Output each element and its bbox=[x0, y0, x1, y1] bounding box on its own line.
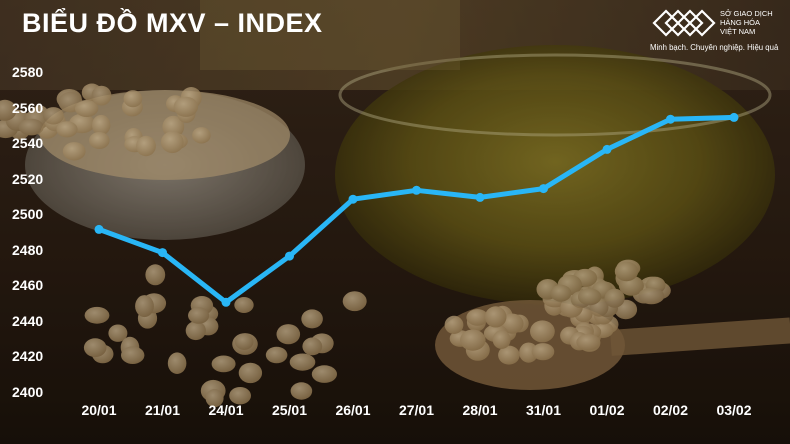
logo-text: SỞ GIAO DỊCH HÀNG HÓA VIỆT NAM bbox=[720, 9, 773, 36]
soybean-decoration bbox=[136, 135, 156, 157]
soybean-decoration bbox=[43, 107, 64, 125]
soybean-decoration bbox=[0, 99, 17, 121]
x-tick-label: 01/02 bbox=[589, 402, 625, 418]
logo-line: HÀNG HÓA bbox=[720, 18, 761, 27]
soybean-decoration bbox=[56, 121, 78, 138]
logo-line: SỞ GIAO DỊCH bbox=[720, 9, 773, 18]
soybean-decoration bbox=[167, 352, 187, 375]
data-point bbox=[94, 224, 104, 234]
soybean-decoration bbox=[614, 261, 639, 282]
soybean-decoration bbox=[577, 288, 602, 306]
y-tick-label: 2440 bbox=[12, 312, 44, 329]
series-layer bbox=[94, 112, 739, 307]
y-tick-label: 2500 bbox=[12, 206, 44, 223]
x-tick-label: 20/01 bbox=[81, 402, 117, 418]
data-point bbox=[412, 185, 421, 195]
soybean-decoration bbox=[484, 306, 507, 328]
soybean-decoration bbox=[123, 90, 143, 108]
soybean-decoration bbox=[311, 365, 337, 383]
soybean-decoration bbox=[83, 338, 107, 358]
data-point bbox=[285, 251, 294, 261]
soybean-decoration bbox=[301, 309, 323, 329]
y-tick-label: 2480 bbox=[12, 241, 44, 258]
data-point bbox=[348, 194, 358, 204]
soybean-decoration bbox=[229, 387, 252, 405]
soybean-decoration bbox=[160, 131, 184, 154]
x-tick-label: 27/01 bbox=[398, 402, 435, 418]
soybean-decoration bbox=[74, 100, 99, 117]
soybean-decoration bbox=[466, 309, 489, 326]
soybean-decoration bbox=[91, 85, 112, 106]
soybean-decoration bbox=[531, 343, 555, 361]
y-tick-label: 2520 bbox=[12, 170, 44, 187]
logo-tagline: Minh bạch. Chuyên nghiệp. Hiệu quả bbox=[650, 43, 779, 52]
soybean-decoration bbox=[84, 306, 110, 324]
soybean-decoration bbox=[211, 355, 236, 373]
y-tick-label: 2400 bbox=[12, 384, 44, 400]
soybean-decoration bbox=[188, 307, 210, 324]
data-point bbox=[221, 297, 231, 307]
data-point bbox=[475, 192, 485, 202]
soybean-decoration bbox=[265, 346, 288, 364]
soybean-decoration bbox=[238, 362, 263, 384]
soybean-decoration bbox=[173, 96, 199, 117]
soybean-decoration bbox=[342, 291, 367, 312]
x-tick-label: 24/01 bbox=[208, 402, 244, 418]
soybean-decoration bbox=[185, 321, 206, 341]
soybean-decoration bbox=[530, 320, 555, 343]
x-tick-label: 26/01 bbox=[335, 402, 371, 418]
series-line bbox=[96, 114, 737, 305]
logo-line: VIỆT NAM bbox=[720, 27, 756, 36]
soybean-decoration bbox=[444, 315, 464, 334]
soybean-decoration bbox=[121, 346, 145, 365]
mxv-diamond-logo-icon bbox=[652, 9, 716, 37]
soybean-decoration bbox=[92, 114, 111, 136]
soybean-decoration bbox=[145, 264, 166, 286]
soybean-decoration bbox=[89, 132, 110, 149]
chart-title: BIỂU ĐỒ MXV – INDEX bbox=[22, 8, 323, 38]
y-tick-label: 2420 bbox=[12, 348, 44, 365]
soybean-decoration bbox=[302, 337, 323, 356]
soybean-decoration bbox=[290, 382, 313, 400]
soybean-decoration bbox=[135, 295, 154, 318]
soybean-decoration bbox=[550, 284, 572, 302]
soybean-decoration bbox=[492, 330, 511, 349]
soybean-decoration bbox=[289, 353, 316, 371]
data-point bbox=[666, 114, 675, 124]
soybean-decoration bbox=[234, 297, 254, 313]
soybean-decoration bbox=[192, 127, 211, 144]
soybean-decoration bbox=[498, 345, 520, 365]
soybean-decoration bbox=[604, 288, 625, 308]
soybean-decoration bbox=[62, 142, 86, 161]
soybean-decoration bbox=[276, 324, 301, 345]
x-tick-label: 02/02 bbox=[652, 402, 689, 418]
y-tick-label: 2460 bbox=[12, 277, 44, 294]
y-tick-label: 2580 bbox=[12, 64, 44, 80]
x-tick-label: 28/01 bbox=[462, 402, 498, 418]
soybean-decoration bbox=[638, 287, 665, 305]
soybean-decoration bbox=[576, 334, 601, 351]
soybean-decoration bbox=[460, 329, 486, 351]
data-point bbox=[602, 144, 612, 154]
mxv-logo: SỞ GIAO DỊCH HÀNG HÓA VIỆT NAM Minh bạch… bbox=[648, 6, 788, 58]
x-tick-label: 21/01 bbox=[144, 402, 181, 418]
x-tick-label: 31/01 bbox=[525, 402, 562, 418]
data-point bbox=[729, 112, 739, 122]
x-tick-label: 25/01 bbox=[271, 402, 308, 418]
data-point bbox=[539, 184, 548, 194]
data-point bbox=[158, 248, 167, 258]
soybean-decoration bbox=[205, 389, 224, 408]
soybean-decoration bbox=[234, 333, 254, 350]
soybean-decoration bbox=[18, 118, 44, 136]
y-tick-label: 2560 bbox=[12, 99, 44, 116]
x-tick-label: 03/02 bbox=[716, 402, 752, 418]
soybean-decoration bbox=[108, 324, 128, 342]
y-tick-label: 2540 bbox=[12, 135, 44, 152]
